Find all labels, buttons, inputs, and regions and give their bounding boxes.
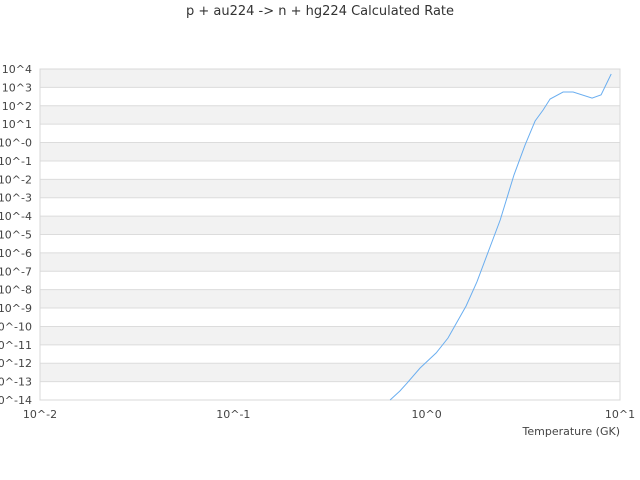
y-tick-label: 10^-1 xyxy=(0,155,32,168)
y-tick-label: 10^4 xyxy=(2,63,32,76)
y-tick-label: 10^-2 xyxy=(0,173,32,186)
grid-band xyxy=(40,252,620,272)
grid-band xyxy=(40,105,620,125)
grid-band xyxy=(40,216,620,235)
x-tick-label: 10^1 xyxy=(605,408,635,421)
x-tick-label: 10^-2 xyxy=(23,408,57,421)
grid-band xyxy=(40,326,620,345)
grid-band xyxy=(40,69,620,88)
x-tick-label: 10^-1 xyxy=(216,408,250,421)
x-axis-label: Temperature (GK) xyxy=(522,425,621,438)
y-tick-label: 10^-13 xyxy=(0,376,32,389)
y-tick-label: 10^-3 xyxy=(0,192,32,205)
chart-title: p + au224 -> n + hg224 Calculated Rate xyxy=(185,4,455,19)
grid-band xyxy=(40,289,620,309)
series-line xyxy=(389,73,612,401)
y-tick-label: 10^-0 xyxy=(0,137,32,150)
y-tick-label: 10^1 xyxy=(2,118,32,131)
plot-border xyxy=(39,68,621,401)
y-tick-label: 10^-7 xyxy=(0,265,32,278)
grid-band xyxy=(40,363,620,382)
y-tick-label: 10^-12 xyxy=(0,357,32,370)
y-tick-label: 10^-5 xyxy=(0,229,32,242)
y-tick-label: 10^-14 xyxy=(0,394,32,407)
y-tick-label: 10^2 xyxy=(2,100,32,113)
y-tick-label: 10^-11 xyxy=(0,339,32,352)
x-tick-label: 10^0 xyxy=(412,408,442,421)
grid-band xyxy=(40,179,620,198)
y-tick-label: 10^-6 xyxy=(0,247,32,260)
y-tick-label: 10^-10 xyxy=(0,320,32,333)
y-tick-label: 10^-9 xyxy=(0,302,32,315)
y-tick-label: 10^-8 xyxy=(0,284,32,297)
y-tick-label: 10^-4 xyxy=(0,210,32,223)
y-tick-label: 10^3 xyxy=(2,81,32,94)
grid-band xyxy=(40,142,620,161)
